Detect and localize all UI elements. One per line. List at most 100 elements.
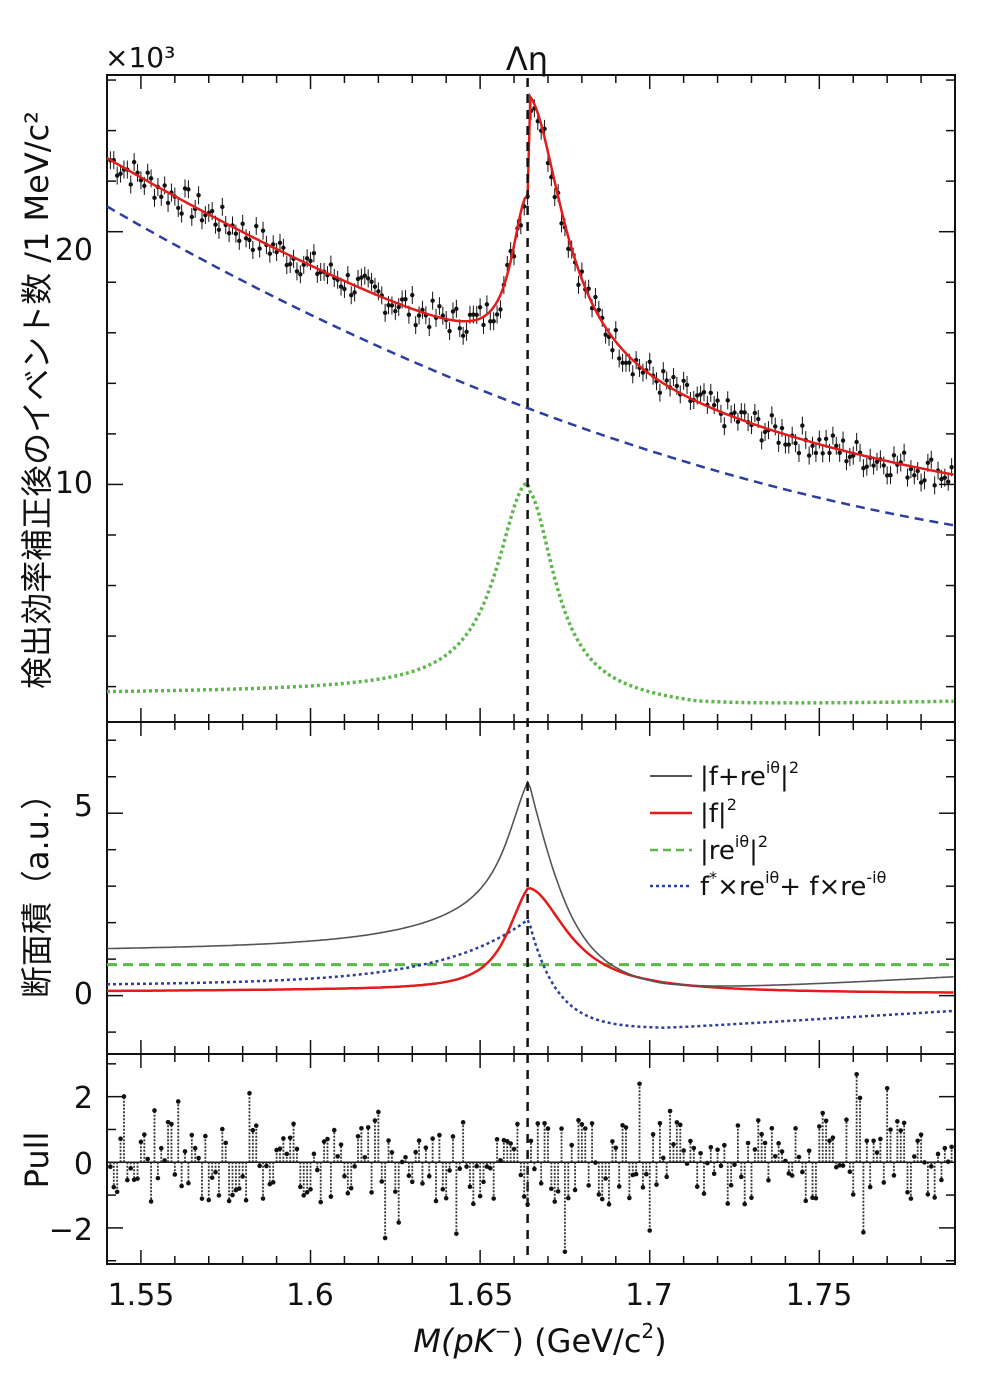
f-squared-curve [106,887,954,994]
data-point [365,276,371,281]
pull-point [243,1197,249,1203]
pull-point [766,1178,771,1183]
pull-point [898,1128,904,1133]
pull-point [165,1119,171,1125]
pull-point [596,1192,602,1197]
pull-point [535,1121,541,1126]
pull-point [345,1190,351,1196]
pull-point [623,1125,629,1130]
pull-point [796,1154,802,1160]
pull-point [416,1138,422,1143]
data-point [827,450,832,456]
pull-point [175,1099,181,1104]
pull-point [806,1148,812,1154]
data-point [437,303,442,309]
data-point [233,231,239,236]
data-point [739,409,744,415]
pull-point [928,1164,934,1169]
pull-point [545,1126,551,1131]
data-point [664,378,669,383]
data-point [905,475,910,480]
pull-point [942,1145,948,1151]
pull-point [484,1164,490,1169]
data-point [260,228,266,233]
pull-point [321,1139,327,1144]
pull-point [284,1151,290,1157]
pull-point [769,1125,775,1131]
data-point [287,261,293,267]
pull-point [911,1154,917,1159]
data-point [281,245,286,250]
data-point [186,187,191,192]
bottom-ytick-label-0: 0 [74,1147,93,1182]
data-point [817,437,822,442]
data-point [247,237,252,243]
data-point [806,453,812,458]
pull-point [708,1145,714,1150]
pull-point [620,1123,625,1128]
pull-point [169,1121,174,1127]
pull-point [857,1095,863,1101]
pull-point [247,1090,252,1096]
data-point [871,463,876,468]
pull-point [487,1166,493,1171]
pull-point [128,1166,134,1171]
pull-point [674,1120,680,1125]
data-point [610,347,615,353]
data-point [209,208,215,214]
data-point [552,194,557,200]
r-squared-curve [107,480,954,705]
data-point [681,378,686,383]
data-point [162,183,167,188]
pull-point [800,1169,805,1175]
pull-point [125,1177,130,1183]
data-point [559,221,564,226]
bottom-panel-frame [106,1053,956,1265]
pull-point [884,1085,890,1091]
data-point [949,465,954,470]
pull-point [657,1120,663,1126]
pull-point [515,1121,520,1127]
data-point [715,398,720,403]
data-point [369,279,374,285]
pull-point [328,1194,334,1199]
data-point [243,236,249,241]
pull-point [440,1186,446,1192]
data-point [627,360,632,365]
data-point [481,322,486,328]
data-point [586,286,591,291]
pull-point [644,1171,649,1177]
data-point [912,473,917,478]
data-point [881,463,886,468]
pull-point [291,1121,296,1127]
pull-point [304,1189,310,1195]
legend-label-interference: f*×reiθ+ f×re-iθ [700,868,886,902]
data-point [498,307,503,312]
data-point [311,250,317,256]
pull-point [281,1136,286,1141]
xtick-label-1.75: 1.75 [786,1278,853,1313]
data-point [695,393,700,398]
top-ytick-label-20: 20 [55,233,93,268]
pull-point [518,1172,524,1178]
data-point [566,246,571,252]
data-point [406,312,412,317]
top-multiplier: ×10³ [105,41,175,74]
data-point [783,442,788,447]
pull-point [871,1138,876,1144]
pull-point [593,1160,598,1165]
data-point [613,327,618,333]
pull-point [789,1173,795,1178]
data-point [756,416,761,422]
data-point [708,390,713,396]
pull-point [108,1164,113,1170]
pull-point [949,1144,954,1150]
data-point [226,230,232,236]
pull-point [725,1201,731,1206]
pull-point [664,1174,669,1180]
data-point [464,329,469,334]
pull-point [172,1172,178,1177]
data-point [847,454,853,460]
pull-point [847,1169,853,1175]
bottom-ytick-label-minus2: −2 [49,1213,93,1248]
